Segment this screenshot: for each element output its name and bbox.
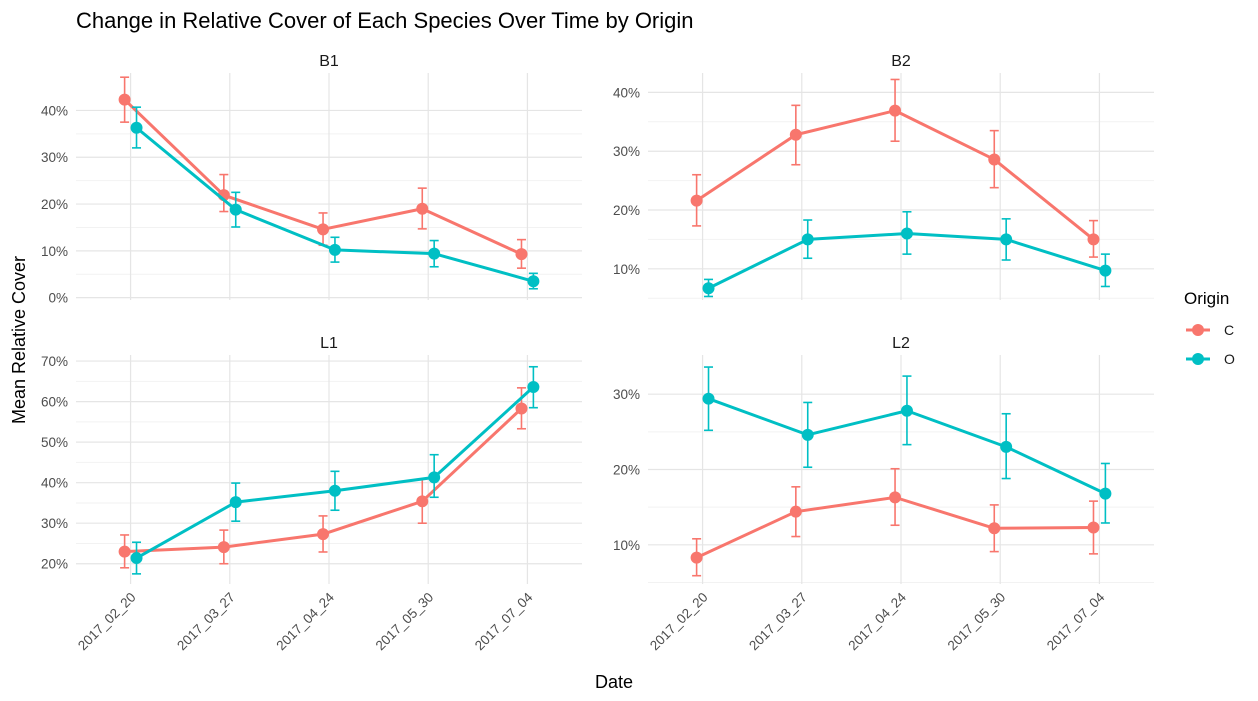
data-point	[988, 153, 1001, 166]
data-point	[118, 545, 131, 558]
data-point	[229, 203, 242, 216]
y-tick-label: 20%	[41, 557, 68, 572]
facet-strip-label: L2	[892, 335, 910, 352]
legend-key-point	[1192, 353, 1204, 365]
panel-l1: 20% 30% 40% 50% 60% 70% L1 2017_02_20 2017_03_27…	[41, 335, 582, 653]
facet-strip-label: L1	[320, 335, 338, 352]
y-tick-label: 70%	[41, 354, 68, 369]
legend-label: O	[1224, 351, 1235, 367]
facet-panels: 0% 10% 20% 30% 40% B1 10% 20% 30% 40% B2 20% 30% 40% 5…	[41, 53, 1154, 653]
data-point	[690, 194, 703, 207]
series-o	[130, 365, 540, 575]
data-point	[515, 402, 528, 415]
facet-strip-label: B2	[891, 53, 911, 70]
y-tick-label: 60%	[41, 395, 68, 410]
y-tick-label: 30%	[41, 150, 68, 165]
series-c	[690, 78, 1100, 258]
x-tick-label: 2017_03_27	[174, 590, 238, 654]
y-tick-label: 20%	[613, 463, 640, 478]
y-tick-label: 20%	[613, 203, 640, 218]
data-point	[328, 484, 341, 497]
panel-l2: 10% 20% 30% L2 2017_02_20 2017_03_27 2017_04_2…	[613, 335, 1154, 653]
series-o	[130, 106, 540, 290]
data-point	[515, 248, 528, 261]
data-point	[900, 227, 913, 240]
series-o	[702, 366, 1112, 524]
x-tick-label: 2017_07_04	[472, 589, 536, 653]
data-point	[217, 541, 230, 554]
data-point	[1099, 487, 1112, 500]
data-point	[527, 275, 540, 288]
chart-title: Change in Relative Cover of Each Species…	[76, 8, 694, 33]
y-axis-title: Mean Relative Cover	[9, 256, 29, 424]
data-point	[1000, 233, 1013, 246]
data-point	[428, 247, 441, 260]
data-point	[130, 121, 143, 134]
data-point	[789, 128, 802, 141]
data-point	[317, 528, 330, 541]
y-tick-label: 40%	[41, 103, 68, 118]
data-point	[702, 282, 715, 295]
x-tick-label: 2017_07_04	[1044, 589, 1108, 653]
data-point	[690, 551, 703, 564]
x-tick-label: 2017_02_20	[75, 590, 139, 654]
series-c	[118, 76, 528, 269]
y-tick-label: 30%	[41, 516, 68, 531]
data-point	[1099, 264, 1112, 277]
facet-strip-label: B1	[319, 53, 339, 70]
x-axis-title: Date	[595, 672, 633, 692]
data-point	[889, 491, 902, 504]
x-tick-label: 2017_03_27	[746, 590, 810, 654]
y-tick-label: 10%	[613, 262, 640, 277]
data-point	[428, 471, 441, 484]
data-point	[416, 495, 429, 508]
data-point	[801, 233, 814, 246]
legend: Origin CO	[1184, 289, 1235, 367]
y-tick-label: 0%	[48, 291, 68, 306]
legend-title: Origin	[1184, 289, 1229, 308]
x-tick-label: 2017_04_24	[845, 589, 909, 653]
panel-b2: 10% 20% 30% 40% B2	[613, 53, 1154, 300]
y-tick-label: 10%	[613, 538, 640, 553]
x-tick-label: 2017_04_24	[273, 589, 337, 653]
series-c	[690, 467, 1100, 577]
data-point	[1087, 521, 1100, 534]
data-point	[416, 202, 429, 215]
data-point	[900, 404, 913, 417]
panel-b1: 0% 10% 20% 30% 40% B1	[41, 53, 582, 306]
series-c	[118, 387, 528, 569]
data-point	[328, 243, 341, 256]
y-tick-label: 40%	[613, 85, 640, 100]
y-tick-label: 30%	[613, 144, 640, 159]
data-point	[702, 392, 715, 405]
series-o	[702, 210, 1112, 298]
data-point	[1087, 233, 1100, 246]
y-tick-label: 40%	[41, 476, 68, 491]
data-point	[1000, 440, 1013, 453]
data-point	[118, 93, 131, 106]
legend-entry-c: C	[1186, 322, 1234, 338]
legend-label: C	[1224, 322, 1234, 338]
data-point	[229, 496, 242, 509]
y-tick-label: 10%	[41, 244, 68, 259]
data-point	[789, 505, 802, 518]
legend-key-point	[1192, 324, 1204, 336]
data-point	[988, 522, 1001, 535]
legend-entry-o: O	[1186, 351, 1235, 367]
data-point	[317, 223, 330, 236]
data-point	[801, 428, 814, 441]
y-tick-label: 30%	[613, 387, 640, 402]
x-tick-label: 2017_05_30	[373, 590, 437, 654]
data-point	[527, 381, 540, 394]
data-point	[889, 104, 902, 117]
x-tick-label: 2017_02_20	[647, 590, 711, 654]
y-tick-label: 50%	[41, 435, 68, 450]
y-tick-label: 20%	[41, 197, 68, 212]
data-point	[130, 552, 143, 565]
x-tick-label: 2017_05_30	[945, 590, 1009, 654]
